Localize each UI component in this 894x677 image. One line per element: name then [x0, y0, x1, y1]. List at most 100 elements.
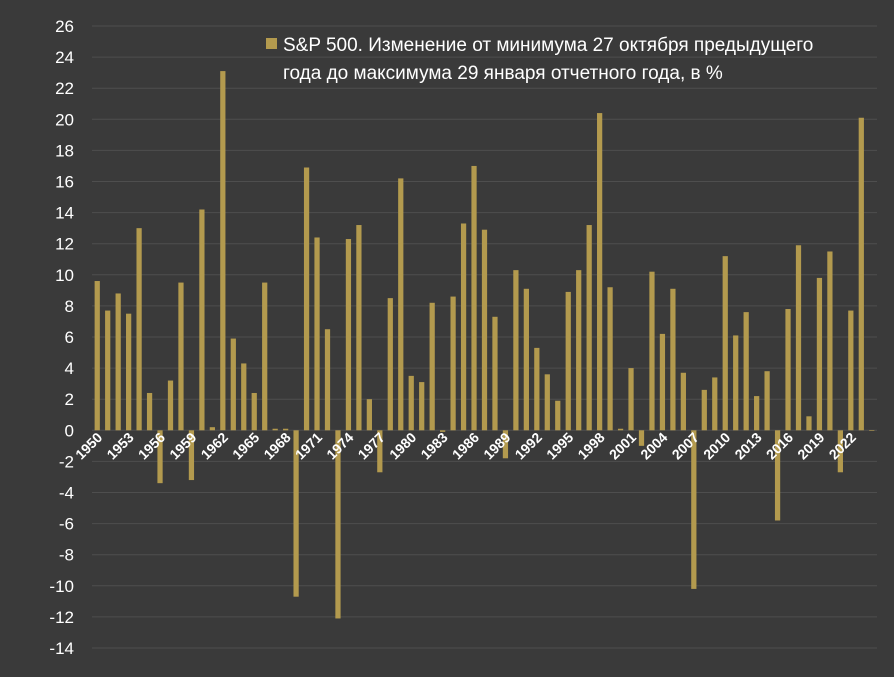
- y-tick-label: 16: [55, 173, 74, 192]
- bar-1959: [188, 430, 195, 481]
- y-tick-label: -6: [59, 515, 74, 534]
- y-tick-label: 10: [55, 266, 74, 285]
- bar-2008: [701, 389, 707, 431]
- bar-2004: [659, 333, 666, 431]
- bar-1969: [293, 430, 299, 597]
- bar-1980: [408, 375, 414, 431]
- bar-1963: [230, 338, 236, 431]
- bar-1972: [324, 329, 331, 431]
- legend-label-line2: года до максимума 29 января отчетного го…: [283, 63, 723, 84]
- bar-1958: [178, 282, 184, 431]
- bar-1996: [576, 270, 582, 431]
- y-tick-label: 8: [65, 297, 74, 316]
- y-tick-label: -2: [59, 452, 74, 471]
- bar-1964: [241, 363, 247, 431]
- x-tick-label: 2013: [731, 429, 764, 462]
- y-tick-label: 24: [55, 48, 74, 67]
- bar-1978: [387, 298, 393, 431]
- x-tick-label: 1992: [512, 429, 545, 462]
- bar-1961: [209, 427, 215, 431]
- y-tick-label: 4: [65, 359, 74, 378]
- bar-1999: [607, 287, 613, 431]
- legend-label-line1: S&P 500. Изменение от минимума 27 октябр…: [283, 35, 813, 56]
- x-tick-label: 1959: [166, 429, 199, 462]
- y-tick-label: 20: [55, 110, 74, 129]
- bar-1968: [283, 428, 289, 431]
- bar-2007: [691, 430, 697, 589]
- bar-2014: [764, 371, 770, 431]
- x-tick-label: 1968: [260, 429, 293, 462]
- bar-2006: [680, 372, 686, 431]
- bar-1984: [450, 296, 456, 431]
- bar-2003: [649, 271, 655, 431]
- y-tick-label: -8: [59, 546, 74, 565]
- bars: [94, 71, 875, 619]
- bar-1979: [398, 178, 404, 431]
- y-tick-label: 22: [55, 79, 74, 98]
- bar-2012: [743, 312, 749, 431]
- y-tick-label: 14: [55, 204, 74, 223]
- bar-1970: [303, 167, 310, 431]
- y-tick-label: 0: [65, 421, 74, 440]
- bar-2013: [754, 396, 760, 431]
- bar-1985: [460, 223, 467, 431]
- bar-2020: [827, 251, 833, 431]
- y-tick-label: 6: [65, 328, 74, 347]
- bar-2017: [795, 245, 802, 431]
- x-tick-label: 2001: [606, 429, 639, 462]
- bar-1951: [105, 310, 111, 431]
- x-tick-label: 1962: [198, 429, 231, 462]
- bar-1973: [335, 430, 341, 619]
- bar-1966: [262, 282, 268, 431]
- bar-1957: [167, 380, 174, 431]
- x-tick-label: 1980: [386, 429, 419, 462]
- bar-1989: [502, 430, 509, 459]
- bar-2022: [848, 310, 854, 431]
- bar-1981: [419, 382, 425, 431]
- bar-2018: [806, 416, 812, 431]
- bar-1971: [314, 237, 320, 431]
- y-tick-label: -12: [49, 608, 74, 627]
- legend: S&P 500. Изменение от минимума 27 октябр…: [266, 35, 813, 84]
- y-tick-label: 12: [55, 235, 74, 254]
- bar-1982: [429, 302, 435, 431]
- bar-2015: [774, 430, 781, 521]
- bar-1974: [345, 239, 352, 431]
- x-tick-label: 1965: [229, 429, 262, 462]
- legend-swatch: [266, 38, 277, 49]
- bar-2009: [712, 377, 718, 431]
- bar-1975: [356, 225, 362, 431]
- x-tick-label: 1995: [543, 429, 576, 462]
- bar-2023: [858, 117, 864, 431]
- bar-2016: [785, 309, 791, 431]
- bar-1965: [251, 392, 257, 431]
- bar-2019: [816, 277, 823, 431]
- bar-1983: [440, 430, 446, 432]
- bar-1956: [157, 430, 163, 484]
- bar-2001: [628, 368, 634, 431]
- bar-1960: [199, 209, 205, 431]
- x-tick-label: 2010: [700, 429, 733, 462]
- x-tick-label: 1986: [449, 429, 482, 462]
- y-tick-label: -10: [49, 577, 74, 596]
- bar-1953: [126, 313, 132, 431]
- bar-1992: [534, 347, 540, 431]
- bar-1962: [220, 71, 226, 431]
- bar-2021: [837, 430, 843, 473]
- bar-2010: [722, 256, 728, 431]
- bar-1990: [513, 270, 519, 431]
- x-tick-label: 1989: [480, 429, 513, 462]
- x-tick-label: 1983: [417, 429, 450, 462]
- x-tick-label: 2019: [794, 429, 827, 462]
- y-tick-label: -14: [49, 639, 74, 658]
- bar-2005: [670, 288, 676, 431]
- bar-2000: [617, 428, 624, 431]
- bar-1988: [492, 316, 498, 431]
- bar-1976: [366, 399, 372, 431]
- x-tick-label: 1950: [72, 429, 105, 462]
- x-tick-label: 1953: [103, 429, 136, 462]
- y-tick-label: 26: [55, 17, 74, 36]
- bar-1995: [565, 291, 571, 431]
